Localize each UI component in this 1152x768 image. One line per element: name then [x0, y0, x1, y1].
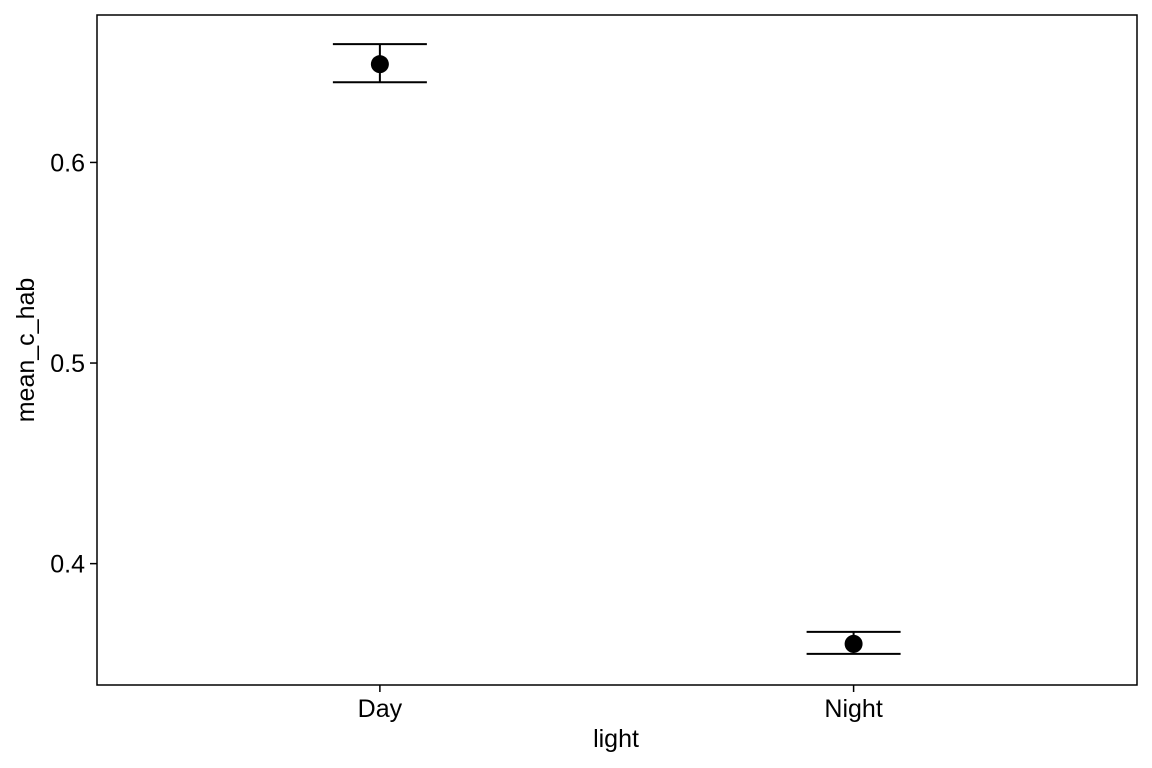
y-tick-label: 0.4: [50, 551, 85, 579]
data-point: [844, 634, 863, 653]
data-point: [370, 55, 389, 74]
chart-marks: [332, 43, 901, 655]
plot-panel: [96, 14, 1138, 686]
x-axis-label: light: [593, 725, 639, 753]
y-axis: 0.4 0.5 0.6: [50, 149, 97, 579]
x-tick-label: Night: [824, 695, 882, 723]
y-axis-label: mean_c_hab: [12, 278, 40, 423]
x-tick-label: Day: [358, 695, 403, 723]
errorbar-group-night: [806, 630, 901, 655]
x-axis: Day Night: [358, 685, 883, 723]
y-tick-label: 0.6: [50, 149, 85, 177]
errorbar-group-day: [332, 43, 427, 84]
y-tick-label: 0.5: [50, 350, 85, 378]
